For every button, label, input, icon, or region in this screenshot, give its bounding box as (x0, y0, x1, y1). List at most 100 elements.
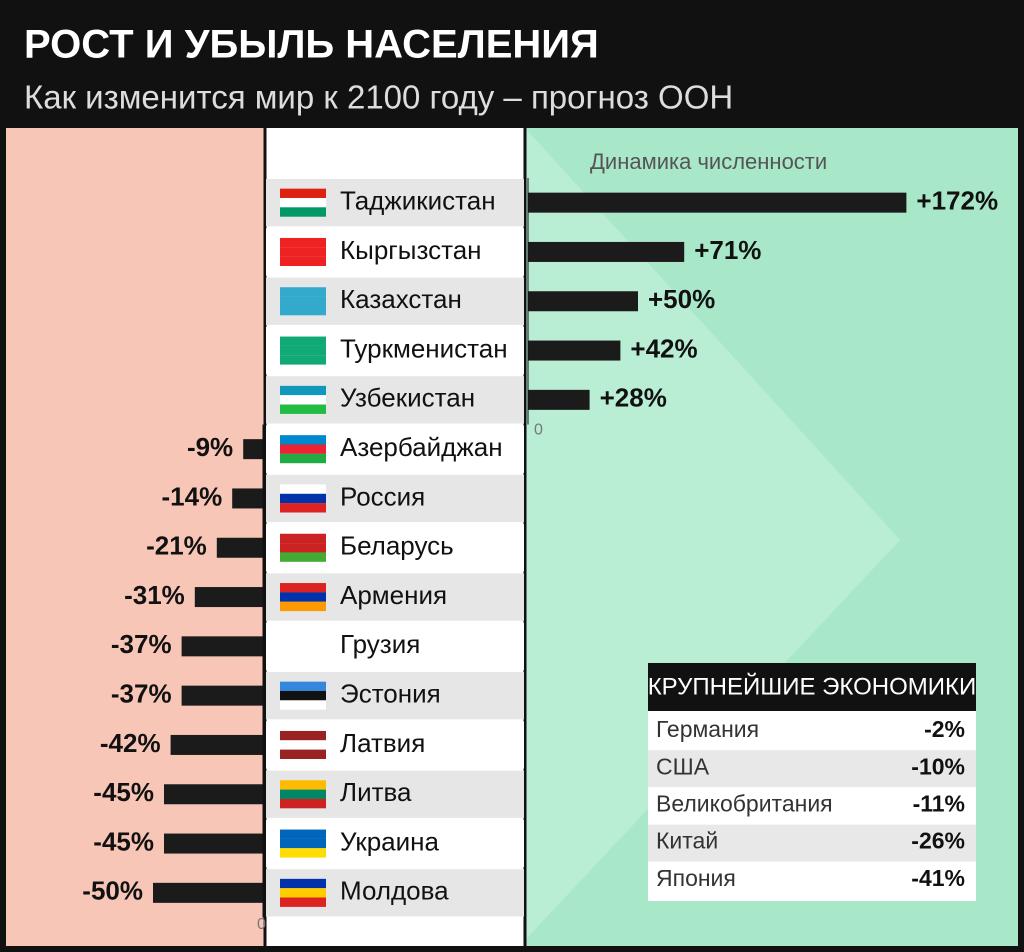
flag-stripe (280, 336, 326, 346)
value-label: +172% (916, 186, 998, 216)
category-label: Беларусь (340, 531, 454, 561)
chart-subtitle: Как изменится мир к 2100 году – прогноз … (24, 79, 733, 116)
category-label: Туркменистан (340, 333, 508, 363)
flag-stripe (280, 503, 326, 513)
category-label: Узбекистан (340, 383, 475, 413)
value-label: -37% (111, 679, 172, 709)
table-cell: Китай (656, 828, 718, 854)
bar (232, 488, 263, 509)
bar (170, 734, 263, 755)
table-cell: -26% (911, 828, 965, 854)
flag-stripe (280, 256, 326, 267)
flag-stripe (280, 404, 326, 414)
value-label: -42% (100, 728, 161, 758)
flag-stripe (280, 651, 326, 661)
bar (181, 636, 263, 657)
bar (181, 685, 263, 706)
bar (153, 882, 263, 903)
bar (243, 439, 263, 460)
table-cell: США (656, 753, 710, 779)
value-label: +71% (694, 235, 761, 265)
flag-stripe (280, 690, 326, 701)
table-row (648, 750, 976, 788)
flag-stripe (280, 740, 326, 750)
flag-stripe (280, 749, 326, 760)
table-header (648, 663, 976, 711)
rows: Таджикистан +172% Кыргызстан +71% Казахстан +… (82, 179, 998, 917)
arrow-decoration (525, 128, 900, 940)
inset-table: КРУПНЕЙШИЕ ЭКОНОМИКИ Германия -2% США -10% В… (648, 663, 977, 901)
category-label: Кыргызстан (340, 235, 482, 265)
bar (216, 537, 263, 558)
table-cell: Германия (656, 716, 759, 742)
bar (164, 784, 263, 805)
value-label: -31% (124, 580, 185, 610)
flag-stripe (280, 798, 326, 809)
category-label: Таджикистан (340, 186, 496, 216)
flag-stripe (280, 583, 326, 593)
flag-stripe (280, 435, 326, 445)
bar (164, 833, 263, 854)
category-label: Эстония (340, 679, 441, 709)
table-row (648, 824, 976, 862)
value-label: -45% (93, 777, 154, 807)
category-label: Литва (340, 777, 412, 807)
flag-stripe (280, 287, 326, 297)
bar (528, 389, 590, 410)
table-cell: -41% (911, 865, 965, 891)
flag-stripe (280, 592, 326, 602)
flag-stripe (280, 878, 326, 889)
flag-stripe (280, 552, 326, 562)
flag-stripe (280, 641, 326, 652)
table-title: КРУПНЕЙШИЕ ЭКОНОМИКИ (648, 672, 977, 700)
flag-stripe (280, 493, 326, 504)
flag-stripe (280, 197, 326, 208)
bar (194, 587, 263, 608)
table-row (648, 713, 976, 750)
flag-stripe (280, 188, 326, 199)
flag-stripe (280, 444, 326, 454)
table-cell: -11% (913, 790, 965, 816)
category-label: Латвия (340, 728, 425, 758)
category-label: Молдова (340, 876, 449, 906)
bar (528, 340, 621, 361)
flag-stripe (280, 345, 326, 356)
bar (528, 241, 685, 262)
x-tick-label: 0 (257, 916, 266, 933)
category-label: Азербайджан (340, 432, 503, 462)
bar (528, 291, 638, 312)
flag-stripe (280, 385, 326, 396)
flag-stripe (280, 296, 326, 306)
value-label: -14% (161, 481, 222, 511)
flag-stripe (280, 730, 326, 741)
table-cell: -2% (924, 716, 965, 742)
chart-title: РОСТ И УБЫЛЬ НАСЕЛЕНИЯ (24, 23, 599, 67)
negative-panel (6, 128, 265, 946)
category-label: Казахстан (340, 284, 462, 314)
flag-stripe (280, 838, 326, 849)
table-cell: Великобритания (656, 790, 833, 816)
flag-stripe (280, 247, 326, 257)
flag-stripe (280, 543, 326, 553)
flag-stripe (280, 207, 326, 217)
value-label: -37% (111, 629, 172, 659)
flag-stripe (280, 453, 326, 464)
value-label: -45% (93, 826, 154, 856)
category-label: Россия (340, 481, 425, 511)
flag-stripe (280, 789, 326, 799)
value-label: -9% (187, 432, 233, 462)
value-label: +50% (648, 284, 715, 314)
axis-label: Динамика численности (590, 149, 827, 174)
flag-stripe (280, 681, 326, 692)
flag-stripe (280, 237, 326, 248)
x-tick-label: 0 (534, 422, 543, 439)
table-row (648, 861, 976, 899)
table-cell: Япония (656, 865, 736, 891)
category-label: Грузия (340, 629, 420, 659)
flag-stripe (280, 601, 326, 612)
flag-stripe (280, 632, 326, 642)
flag-stripe (280, 533, 326, 544)
flag-stripe (280, 305, 326, 316)
category-label: Украина (340, 826, 440, 856)
